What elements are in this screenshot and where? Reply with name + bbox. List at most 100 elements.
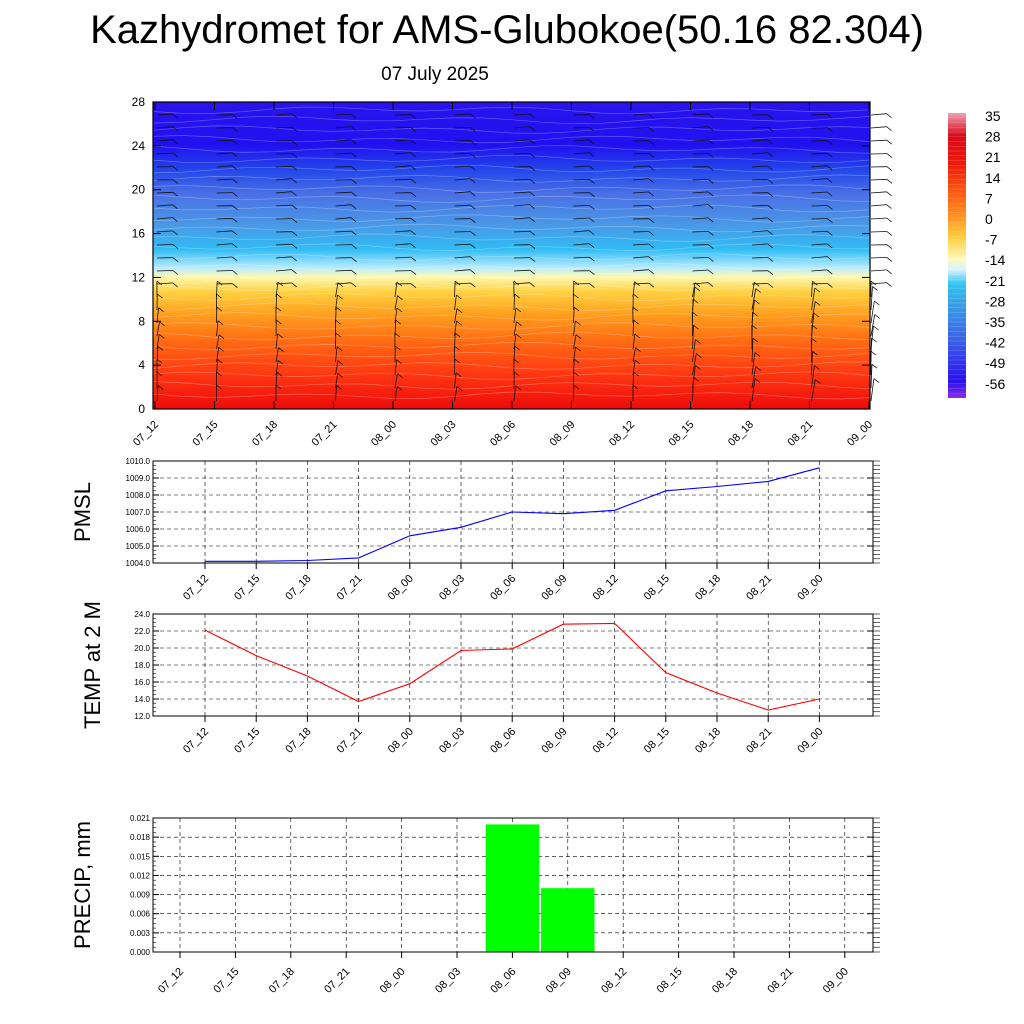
wind-barb-feather (812, 280, 818, 286)
wind-barb-feather (410, 256, 417, 262)
wind-barb-feather (410, 127, 417, 132)
wind-barb (632, 256, 649, 259)
x-tick-label: 07_15 (232, 573, 262, 603)
y-tick-label: 24 (132, 139, 146, 153)
wind-barb-feather (410, 283, 417, 289)
wind-barb-feather (707, 204, 714, 209)
wind-barb (573, 217, 590, 220)
wind-barb (811, 113, 828, 116)
wind-barb-feather (397, 373, 403, 379)
wind-barb (870, 178, 887, 181)
wind-barb-feather (634, 333, 641, 339)
wind-barb (335, 282, 352, 285)
wind-barb-feather (708, 153, 714, 158)
wind-barb-feather (278, 347, 284, 353)
wind-barb-feather (827, 231, 833, 236)
wind-barb-feather (456, 320, 462, 326)
colorbar-label: 28 (985, 129, 1001, 145)
wind-barb (216, 230, 233, 233)
wind-barb (692, 113, 709, 116)
wind-barb (454, 165, 471, 168)
wind-barb-feather (232, 178, 238, 184)
x-tick-label: 08_12 (591, 573, 621, 603)
wind-barb-feather (767, 192, 774, 198)
wind-barb (573, 127, 590, 129)
wind-barb-feather (410, 192, 417, 198)
wind-barb-feather (335, 319, 341, 325)
wind-barb-feather (696, 353, 702, 358)
wind-barb (811, 165, 828, 168)
wind-barb-feather (337, 360, 344, 366)
wind-barb (275, 269, 292, 272)
wind-barb (870, 217, 887, 220)
wind-barb-feather (648, 243, 654, 249)
contour-line (152, 125, 871, 134)
wind-barb (454, 320, 457, 337)
wind-barb-feather (707, 139, 714, 145)
wind-barb-feather (826, 243, 833, 249)
wind-barb-feather (529, 179, 536, 184)
wind-barb (513, 139, 530, 142)
wind-barb (454, 127, 471, 129)
wind-barb-feather (826, 178, 833, 183)
wind-barb-feather (515, 333, 522, 339)
wind-barb-feather (172, 257, 179, 263)
wind-barb-feather (454, 280, 461, 286)
wind-barb-feather (886, 153, 893, 158)
colorbar-label: -35 (985, 314, 1005, 330)
wind-barb (870, 126, 887, 129)
wind-barb-feather (172, 126, 178, 132)
wind-barb (216, 347, 220, 363)
wind-barb (216, 139, 233, 142)
wind-barb-feather (573, 306, 580, 312)
wind-barb (454, 113, 471, 116)
contour-line (152, 164, 871, 174)
wind-barb (335, 204, 352, 207)
wind-barb (632, 231, 649, 233)
wind-barb (216, 217, 233, 220)
wind-barb-feather (232, 283, 238, 289)
wind-barb-feather (632, 306, 639, 312)
wind-barb (513, 269, 530, 272)
wind-barb-feather (172, 139, 178, 145)
wind-barb-feather (217, 358, 223, 364)
wind-barb (335, 191, 352, 194)
wind-barb-feather (351, 179, 357, 184)
wind-barb (275, 372, 278, 389)
wind-barb-feather (707, 217, 714, 223)
wind-barb-feather (886, 113, 892, 119)
wind-barb (335, 294, 338, 311)
wind-barb-feather (410, 270, 417, 275)
wind-barb-feather (337, 294, 343, 300)
wind-barb (156, 321, 160, 337)
y-tick-label: 8 (138, 314, 145, 328)
wind-barb (513, 179, 530, 181)
wind-barb-feather (291, 165, 298, 171)
wind-barb-feather (410, 205, 417, 210)
wind-barb (394, 127, 411, 129)
wind-barb (156, 204, 173, 207)
x-tick-label: 08_09 (539, 726, 569, 756)
wind-barb-feather (394, 332, 401, 338)
wind-barb-feather (827, 113, 833, 119)
wind-barb (454, 386, 458, 402)
wind-barb-feather (291, 204, 298, 210)
wind-barb-feather (708, 257, 714, 262)
wind-barb-feather (291, 256, 297, 262)
y-tick-label: 1010.0 (126, 457, 151, 466)
y-tick-label: 12 (132, 270, 146, 284)
y-axis-label: PRECIP, mm (70, 821, 95, 949)
wind-barb-feather (410, 217, 417, 223)
contour-line (152, 135, 871, 144)
wind-barb (751, 243, 768, 246)
wind-barb (156, 307, 159, 324)
contour-line (152, 351, 871, 360)
wind-barb-feather (172, 230, 178, 236)
wind-barb-feather (470, 204, 476, 210)
wind-barb-feather (350, 282, 357, 288)
wind-barb (751, 283, 768, 285)
series-line (205, 467, 820, 562)
y-tick-label: 0.003 (130, 929, 151, 938)
wind-barb-feather (456, 294, 462, 300)
wind-barb-feather (767, 243, 773, 249)
